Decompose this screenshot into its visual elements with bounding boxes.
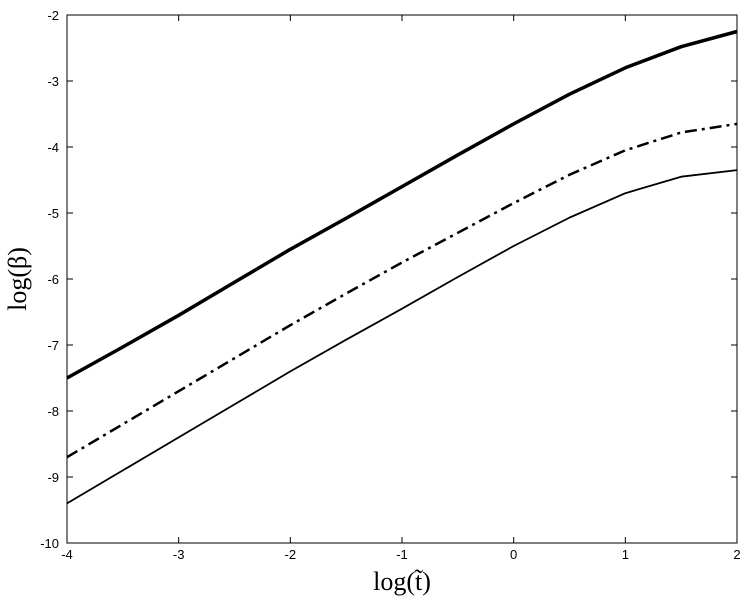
y-tick-label: -10 [40, 536, 59, 551]
y-tick-label: -9 [47, 470, 59, 485]
x-tick-label: -1 [396, 547, 408, 562]
x-tick-label: 2 [733, 547, 740, 562]
y-tick-label: -2 [47, 8, 59, 23]
y-tick-label: -7 [47, 338, 59, 353]
x-axis-title: log(t̃) [373, 567, 431, 596]
y-tick-label: -6 [47, 272, 59, 287]
data-line [66, 29, 738, 380]
x-tick-label: 1 [622, 547, 629, 562]
plot-frame [66, 14, 738, 544]
y-tick-label: -4 [47, 140, 59, 155]
y-tick-label: -8 [47, 404, 59, 419]
x-tick-label: 0 [510, 547, 517, 562]
y-tick-label: -5 [47, 206, 59, 221]
y-tick-label: -3 [47, 74, 59, 89]
x-tick-label: -3 [173, 547, 185, 562]
data-line [66, 169, 738, 505]
x-tick-label: -2 [285, 547, 297, 562]
x-tick-label: -4 [61, 547, 73, 562]
y-axis-title: log(β) [3, 247, 32, 311]
data-line [66, 122, 738, 459]
